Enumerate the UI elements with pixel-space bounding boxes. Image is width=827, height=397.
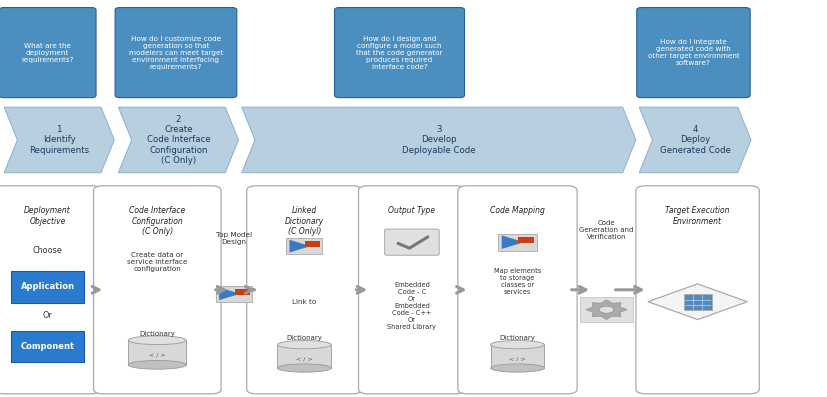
Ellipse shape bbox=[490, 341, 543, 349]
FancyBboxPatch shape bbox=[235, 289, 250, 295]
Polygon shape bbox=[638, 107, 750, 173]
FancyBboxPatch shape bbox=[115, 8, 237, 98]
Polygon shape bbox=[586, 300, 626, 320]
FancyBboxPatch shape bbox=[0, 186, 101, 394]
FancyBboxPatch shape bbox=[518, 237, 533, 243]
FancyBboxPatch shape bbox=[12, 331, 84, 362]
Text: < / >: < / > bbox=[509, 357, 525, 362]
Text: 1
Identify
Requirements: 1 Identify Requirements bbox=[29, 125, 89, 155]
Text: Target Execution
Environment: Target Execution Environment bbox=[665, 206, 729, 226]
Polygon shape bbox=[647, 284, 747, 320]
Text: Linked
Dictionary
(C Onlyl): Linked Dictionary (C Onlyl) bbox=[284, 206, 323, 236]
Circle shape bbox=[599, 306, 613, 313]
FancyBboxPatch shape bbox=[0, 8, 96, 98]
Ellipse shape bbox=[128, 360, 186, 369]
Polygon shape bbox=[219, 287, 240, 300]
FancyBboxPatch shape bbox=[385, 229, 438, 255]
Text: Create data or
service interface
configuration: Create data or service interface configu… bbox=[127, 252, 188, 272]
Text: Component: Component bbox=[21, 342, 74, 351]
Bar bbox=[490, 345, 544, 368]
Text: Deployment
Objective: Deployment Objective bbox=[24, 206, 71, 226]
Text: How do I customize code
generation so that
modelers can meet target
environment : How do I customize code generation so th… bbox=[129, 36, 222, 69]
Text: < / >: < / > bbox=[149, 353, 165, 358]
FancyBboxPatch shape bbox=[579, 297, 632, 322]
Text: 3
Develop
Deployable Code: 3 Develop Deployable Code bbox=[402, 125, 475, 155]
Text: Embedded
Code - C
Or
Embedded
Code - C++
Or
Shared Library: Embedded Code - C Or Embedded Code - C++… bbox=[387, 282, 436, 330]
Ellipse shape bbox=[128, 336, 186, 345]
Text: Choose: Choose bbox=[33, 246, 62, 254]
Ellipse shape bbox=[277, 364, 331, 372]
Bar bbox=[128, 340, 186, 365]
Text: Link to: Link to bbox=[292, 299, 316, 305]
Polygon shape bbox=[241, 107, 635, 173]
Polygon shape bbox=[289, 240, 310, 252]
Text: 4
Deploy
Generated Code: 4 Deploy Generated Code bbox=[659, 125, 729, 155]
Text: Dictionary: Dictionary bbox=[286, 335, 322, 341]
Text: < / >: < / > bbox=[295, 357, 313, 362]
Polygon shape bbox=[118, 107, 238, 173]
FancyBboxPatch shape bbox=[457, 186, 576, 394]
Text: Map elements
to storage
classes or
services: Map elements to storage classes or servi… bbox=[493, 268, 541, 295]
Text: How do I design and
configure a model such
that the code generator
produces requ: How do I design and configure a model su… bbox=[356, 36, 442, 69]
Ellipse shape bbox=[490, 364, 543, 372]
Polygon shape bbox=[4, 107, 114, 173]
Text: Code Mapping: Code Mapping bbox=[490, 206, 544, 216]
Text: Output Type: Output Type bbox=[388, 206, 435, 216]
Text: Code
Generation and
Verification: Code Generation and Verification bbox=[579, 220, 633, 240]
Text: 2
Create
Code Interface
Configuration
(C Only): 2 Create Code Interface Configuration (C… bbox=[146, 115, 210, 165]
FancyBboxPatch shape bbox=[683, 295, 711, 310]
Text: Code Interface
Configuration
(C Only): Code Interface Configuration (C Only) bbox=[129, 206, 185, 236]
Text: Or: Or bbox=[43, 311, 52, 320]
Text: Dictionary: Dictionary bbox=[139, 331, 175, 337]
FancyBboxPatch shape bbox=[334, 8, 464, 98]
Bar bbox=[277, 345, 331, 368]
FancyBboxPatch shape bbox=[12, 271, 84, 303]
Text: Dictionary: Dictionary bbox=[499, 335, 535, 341]
FancyBboxPatch shape bbox=[93, 186, 221, 394]
FancyBboxPatch shape bbox=[216, 286, 251, 302]
Text: Top Model
Design: Top Model Design bbox=[216, 232, 251, 245]
FancyBboxPatch shape bbox=[636, 8, 749, 98]
FancyBboxPatch shape bbox=[635, 186, 758, 394]
FancyBboxPatch shape bbox=[358, 186, 465, 394]
FancyBboxPatch shape bbox=[286, 238, 322, 254]
FancyBboxPatch shape bbox=[246, 186, 361, 394]
Ellipse shape bbox=[277, 341, 331, 349]
FancyBboxPatch shape bbox=[305, 241, 320, 247]
Text: How do I integrate
generated code with
other target environment
software?: How do I integrate generated code with o… bbox=[647, 39, 739, 66]
FancyBboxPatch shape bbox=[498, 234, 536, 251]
Text: Application: Application bbox=[21, 282, 74, 291]
Polygon shape bbox=[501, 235, 523, 249]
Text: What are the
deployment
requirements?: What are the deployment requirements? bbox=[22, 42, 74, 63]
